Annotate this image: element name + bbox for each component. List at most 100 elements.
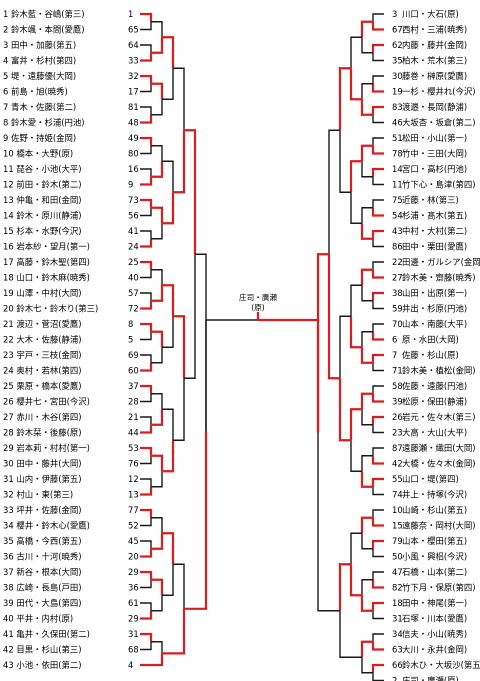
right-bracket-line <box>339 130 351 193</box>
entry-right: 大橋・佐々木(金岡) <box>402 459 476 469</box>
left-bracket-line <box>140 548 153 558</box>
left-bracket-line <box>140 416 152 425</box>
right-bracket-line <box>372 137 384 146</box>
entry-left: 37 新谷・根本(大岡) <box>3 567 81 577</box>
left-bracket-line <box>162 160 174 193</box>
right-bracket-line <box>371 353 384 363</box>
entry-right: 田中・栗田(愛鷹) <box>402 242 467 252</box>
entry-right: 鈴木ひ・大坂沙(第五) <box>402 660 480 670</box>
left-bracket-line <box>162 564 174 596</box>
right-bracket-line <box>371 331 384 341</box>
left-bracket-line <box>162 68 174 100</box>
seed-right: 71 <box>392 366 403 376</box>
left-bracket-line <box>151 269 163 286</box>
entry-left: 5 堤・遠藤優(大岡) <box>3 71 76 81</box>
entry-right: 竹下心・島津(第四) <box>402 180 476 190</box>
left-bracket-line <box>140 168 152 177</box>
entry-left: 11 琵谷・小池(大平) <box>3 164 81 174</box>
left-bracket-line <box>140 238 153 248</box>
right-bracket-line <box>371 167 384 177</box>
entry-right: 石橋・山本(第二) <box>402 567 467 577</box>
entry-right: 大川・永井(金岡) <box>402 645 467 655</box>
seed-right: 54 <box>392 211 403 221</box>
right-bracket-line <box>372 385 384 394</box>
seed-right: 67 <box>392 25 403 35</box>
seed-right: 82 <box>392 583 403 593</box>
seed-left: 37 <box>128 381 139 391</box>
left-bracket-line <box>140 260 153 270</box>
seed-left: 36 <box>128 583 139 593</box>
entry-right: 鈴木美・植松(金岡) <box>402 366 476 376</box>
seed-left: 65 <box>128 25 139 35</box>
left-bracket-line <box>151 161 164 178</box>
entry-right: 渡邉・長岡(静浦) <box>402 102 467 112</box>
entry-right: 竹中・三田(大岡) <box>402 149 467 159</box>
right-bracket-line <box>372 238 384 248</box>
right-bracket-line <box>371 641 384 651</box>
seed-left: 60 <box>128 366 139 376</box>
seed-right: 83 <box>392 102 403 112</box>
entry-left: 4 富井・杉村(第四) <box>3 56 76 66</box>
right-bracket-line <box>371 477 384 487</box>
seed-right: 27 <box>392 273 403 283</box>
left-bracket-line <box>162 192 175 225</box>
right-bracket-line <box>372 199 384 208</box>
entry-left: 15 杉本・水野(今沢) <box>3 226 81 236</box>
left-bracket-line <box>140 269 152 279</box>
seed-left: 41 <box>128 226 139 236</box>
left-bracket-line <box>140 354 152 363</box>
left-bracket-line <box>162 440 175 473</box>
left-bracket-line <box>140 517 152 527</box>
left-bracket-line <box>140 362 153 372</box>
right-bracket-line <box>349 316 362 349</box>
right-bracket-line <box>372 610 384 620</box>
entry-right: 田中・神尾(第一) <box>402 598 467 608</box>
right-bracket-line <box>361 83 373 100</box>
seed-right: 46 <box>392 118 403 128</box>
seed-left: 17 <box>128 87 139 97</box>
entry-left: 20 鈴木七・鈴木り(第三) <box>3 304 98 314</box>
seed-right: 42 <box>392 459 403 469</box>
right-bracket-line <box>371 393 384 403</box>
seed-left: 68 <box>128 645 139 655</box>
right-bracket-line <box>338 67 351 131</box>
seed-left: 8 <box>128 319 133 329</box>
left-bracket-line <box>162 608 186 655</box>
seed-left: 32 <box>128 71 139 81</box>
left-bracket-line <box>140 12 153 22</box>
seed-left: 16 <box>128 164 139 174</box>
seed-left: 29 <box>128 614 139 624</box>
left-bracket-line <box>140 570 153 580</box>
left-bracket-line <box>140 300 153 310</box>
left-bracket-line <box>140 207 152 217</box>
seed-right: 43 <box>392 226 403 236</box>
seed-right: 35 <box>392 56 403 66</box>
entry-left: 23 宇戸・三枝(金岡) <box>3 350 81 360</box>
left-bracket-line <box>140 74 153 84</box>
right-bracket-line <box>371 663 384 673</box>
left-bracket-line <box>151 641 163 654</box>
seed-left: 52 <box>128 521 139 531</box>
seed-left: 45 <box>128 536 139 546</box>
seed-right: 7 <box>392 350 397 360</box>
entry-left: 6 前島・旭(暁秀) <box>3 87 68 97</box>
left-bracket-line <box>151 517 163 534</box>
seed-right: 62 <box>392 40 403 50</box>
right-bracket-line <box>316 253 329 433</box>
entry-left: 25 栗原・橋本(愛鷹) <box>3 381 81 391</box>
left-bracket-line <box>140 653 164 667</box>
right-bracket-line <box>317 432 340 612</box>
left-bracket-line <box>162 532 175 565</box>
entry-left: 16 岩本紗・望月(第一) <box>3 242 90 252</box>
right-bracket-line <box>350 36 362 69</box>
entry-left: 38 広崎・長島(戸田) <box>3 583 81 593</box>
right-bracket-line <box>371 415 384 425</box>
right-bracket-line <box>360 144 373 162</box>
right-bracket-line <box>339 315 351 379</box>
entry-right: 山本・櫻田(第五) <box>402 536 467 546</box>
left-bracket-line <box>162 316 174 348</box>
entry-right: 竹下月・保原(第四) <box>402 583 476 593</box>
entry-left: 26 櫻井七・宮田(今沢) <box>3 397 90 407</box>
entry-right: 近藤・林(第三) <box>402 195 459 205</box>
